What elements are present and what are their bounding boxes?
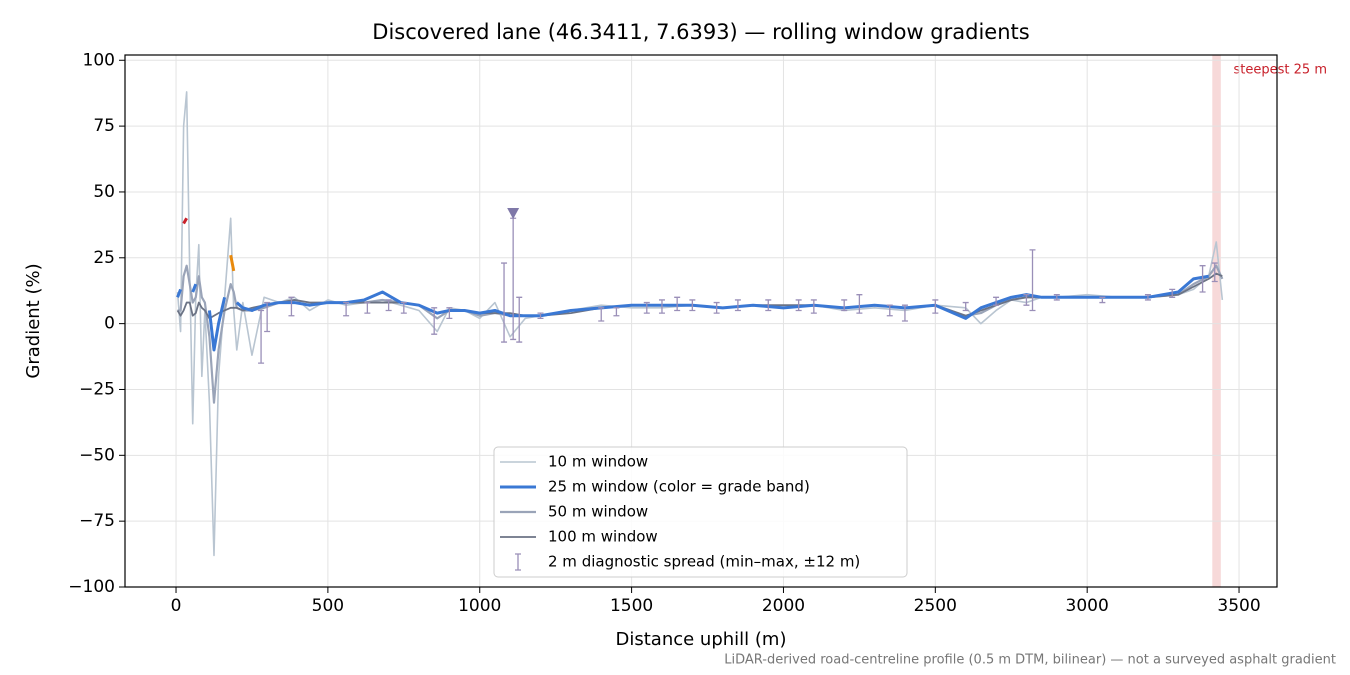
y-tick-label: 0: [104, 314, 115, 334]
axes-frame: [124, 54, 1278, 588]
legend-label: 50 m window: [548, 503, 648, 521]
legend-label: 10 m window: [548, 453, 648, 471]
error-bar: [795, 299, 802, 312]
error-bar: [962, 301, 969, 312]
x-tick-label: 2500: [914, 596, 957, 616]
y-tick-label: 100: [83, 50, 115, 70]
error-bar: [932, 299, 939, 314]
y-tick-label: −75: [79, 511, 115, 531]
error-bar: [598, 307, 605, 322]
error-bar: [658, 299, 665, 314]
error-bar: [501, 262, 508, 343]
error-bar: [1099, 296, 1106, 304]
error-bar: [734, 299, 741, 312]
x-tick-label: 0: [171, 596, 182, 616]
series-line: [176, 288, 182, 298]
error-bar: [537, 312, 544, 320]
series-line: [177, 264, 1224, 404]
x-axis-label: Distance uphill (m): [616, 629, 787, 650]
x-tick-label: 1500: [610, 596, 653, 616]
x-tick-label: 2000: [762, 596, 805, 616]
x-tick-label: 1000: [458, 596, 501, 616]
series-line: [229, 254, 236, 272]
highlight-label: steepest 25 m: [1234, 63, 1327, 78]
legend: 10 m window 25 m window (color = grade ba…: [493, 446, 908, 578]
series-line: [191, 283, 198, 293]
error-bar: [689, 299, 696, 312]
y-tick-label: −25: [79, 379, 115, 399]
error-bar: [886, 304, 893, 317]
error-bar: [674, 296, 681, 312]
error-bar: [643, 301, 650, 314]
error-bar: [288, 296, 295, 317]
x-tick-label: 500: [312, 596, 344, 616]
footnote: LiDAR-derived road-centreline profile (0…: [724, 653, 1336, 668]
error-bar: [1053, 294, 1060, 301]
error-bar: [856, 294, 863, 314]
y-tick-label: 25: [93, 248, 115, 268]
marker: [507, 208, 520, 220]
plot-area: [176, 91, 1224, 557]
error-bar: [400, 301, 407, 314]
series-line: [182, 217, 188, 225]
series-line: [176, 91, 1224, 557]
legend-box: [493, 446, 908, 578]
y-tick-label: 50: [93, 182, 115, 202]
error-bar: [385, 299, 392, 312]
error-bar: [841, 299, 848, 312]
error-bar: [901, 304, 908, 322]
error-bar: [993, 296, 1000, 306]
error-bar: [343, 301, 350, 317]
error-bar: [1029, 249, 1036, 312]
y-axis-label: Gradient (%): [23, 263, 44, 378]
y-tick-label: −50: [79, 445, 115, 465]
error-bar: [510, 217, 517, 341]
highlight-span: [1212, 55, 1221, 587]
legend-swatch: [515, 553, 521, 571]
error-bar: [613, 307, 620, 317]
error-bar: [258, 309, 265, 364]
y-tick-label: −100: [68, 577, 115, 597]
error-bar: [1144, 294, 1151, 301]
error-bar: [1211, 262, 1218, 283]
error-bar: [1199, 265, 1206, 293]
x-tick-label: 3000: [1066, 596, 1109, 616]
error-bar: [810, 299, 817, 314]
x-tick-label: 3500: [1217, 596, 1260, 616]
error-bar: [431, 307, 438, 335]
error-bar: [1023, 294, 1030, 306]
error-bar: [364, 301, 371, 314]
legend-label: 100 m window: [548, 528, 658, 546]
legend-label: 25 m window (color = grade band): [548, 478, 810, 496]
error-bar: [765, 299, 772, 312]
y-tick-label: 75: [93, 116, 115, 136]
error-bar: [516, 296, 523, 343]
error-bar: [446, 307, 453, 320]
series-line: [207, 296, 227, 352]
error-bar: [1169, 288, 1176, 298]
legend-label: 2 m diagnostic spread (min–max, ±12 m): [548, 553, 860, 571]
series-line: [235, 274, 1209, 320]
error-bar: [264, 301, 271, 333]
chart-title: Discovered lane (46.3411, 7.6393) — roll…: [372, 20, 1029, 44]
error-bar: [713, 301, 720, 314]
